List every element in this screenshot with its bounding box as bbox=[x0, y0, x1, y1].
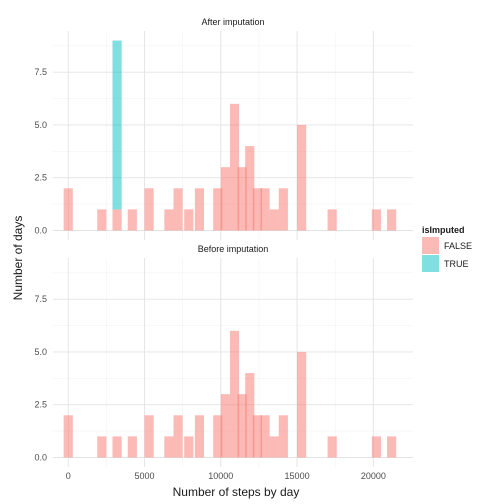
histogram-bar bbox=[184, 436, 194, 458]
histogram-bar bbox=[297, 124, 307, 231]
histogram-bar bbox=[97, 436, 107, 458]
histogram-bar bbox=[229, 330, 240, 458]
histogram-bar bbox=[164, 209, 174, 231]
histogram-bar bbox=[220, 394, 230, 458]
histogram-bar bbox=[97, 209, 107, 231]
facet-strip bbox=[53, 13, 413, 31]
histogram-bar bbox=[278, 415, 288, 458]
histogram-bar bbox=[260, 188, 270, 231]
histogram-bar bbox=[245, 373, 255, 458]
y-tick-label: 5.0 bbox=[34, 120, 47, 130]
legend-label: FALSE bbox=[444, 241, 472, 251]
y-tick-label: 2.5 bbox=[34, 400, 47, 410]
histogram-bar bbox=[327, 436, 337, 458]
histogram-bar bbox=[252, 188, 262, 231]
histogram-bar bbox=[229, 103, 240, 231]
histogram-bar bbox=[112, 436, 122, 458]
x-tick-label: 5000 bbox=[135, 471, 155, 481]
histogram-bar bbox=[127, 209, 137, 231]
histogram-bar bbox=[173, 415, 183, 458]
histogram-bar bbox=[194, 188, 205, 231]
y-tick-label: 5.0 bbox=[34, 347, 47, 357]
histogram-bar bbox=[269, 436, 279, 458]
histogram-bar bbox=[194, 415, 205, 458]
x-tick-label: 0 bbox=[66, 471, 71, 481]
x-tick-label: 15000 bbox=[285, 471, 310, 481]
histogram-bar bbox=[213, 188, 223, 231]
histogram-bar bbox=[144, 188, 154, 231]
histogram-bar bbox=[112, 40, 122, 210]
histogram-bar bbox=[63, 415, 73, 458]
histogram-bar bbox=[173, 188, 183, 231]
y-tick-label: 7.5 bbox=[34, 67, 47, 77]
y-axis-title: Number of days bbox=[11, 216, 25, 301]
histogram-bar bbox=[278, 188, 288, 231]
facet-title: After imputation bbox=[201, 17, 264, 27]
histogram-bar bbox=[245, 146, 255, 231]
facet-panel: After imputation 0.0 2.5 5.0 7.5 bbox=[34, 13, 413, 240]
histogram-bar bbox=[213, 415, 223, 458]
legend-title: isImputed bbox=[422, 225, 465, 235]
x-tick-label: 20000 bbox=[361, 471, 386, 481]
histogram-bar bbox=[164, 436, 174, 458]
histogram-bar bbox=[327, 209, 337, 231]
histogram-bar bbox=[260, 415, 270, 458]
histogram-bar bbox=[387, 436, 397, 458]
y-tick-label: 2.5 bbox=[34, 173, 47, 183]
histogram-bar bbox=[269, 209, 279, 231]
facet-strip bbox=[53, 240, 413, 258]
x-axis-title: Number of steps by day bbox=[173, 485, 300, 499]
legend-label: TRUE bbox=[444, 259, 469, 269]
x-tick-label: 10000 bbox=[208, 471, 233, 481]
legend-swatch bbox=[422, 255, 439, 272]
y-tick-label: 7.5 bbox=[34, 294, 47, 304]
histogram-bar bbox=[387, 209, 397, 231]
histogram-bar bbox=[184, 209, 194, 231]
histogram-bar bbox=[112, 209, 122, 231]
histogram-bar bbox=[252, 415, 262, 458]
x-axis-ticks: 0 5000 10000 15000 20000 bbox=[66, 471, 386, 481]
facet-panel: Before imputation 0.0 2.5 5.0 7.5 bbox=[34, 240, 413, 467]
histogram-bar bbox=[371, 209, 381, 231]
legend-swatch bbox=[422, 237, 439, 254]
histogram-bar bbox=[237, 394, 247, 458]
histogram-bar bbox=[127, 436, 137, 458]
histogram-bar bbox=[371, 436, 381, 458]
facet-title: Before imputation bbox=[198, 244, 269, 254]
legend: isImputed FALSE TRUE bbox=[422, 225, 472, 272]
histogram-bar bbox=[63, 188, 73, 231]
y-tick-label: 0.0 bbox=[34, 453, 47, 463]
histogram-bar bbox=[297, 351, 307, 458]
y-tick-label: 0.0 bbox=[34, 226, 47, 236]
histogram-bar bbox=[220, 167, 230, 231]
legend-entries: FALSE TRUE bbox=[422, 237, 472, 272]
histogram-bar bbox=[237, 167, 247, 231]
histogram-bar bbox=[144, 415, 154, 458]
